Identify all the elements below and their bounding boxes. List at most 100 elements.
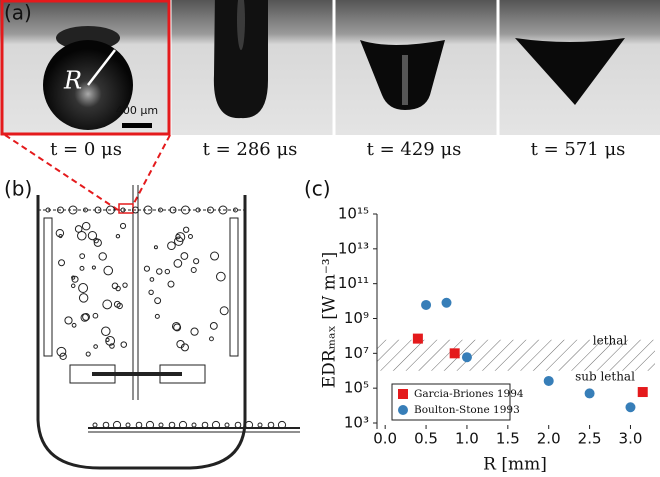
panel-label: (b) — [4, 177, 32, 201]
y-axis-label: EDRₘₐₓ [W m⁻³] — [320, 252, 340, 388]
frame-time: t = 286 μs — [203, 139, 298, 160]
bubble — [158, 422, 164, 428]
bubble — [79, 265, 85, 271]
bubble — [56, 346, 67, 357]
y-tick-label: 10⁵ — [344, 379, 369, 397]
bubble — [154, 313, 160, 319]
bubble — [190, 327, 199, 336]
bubble — [71, 322, 77, 328]
bubble — [218, 205, 228, 215]
bubble — [109, 343, 115, 349]
zoom-line — [4, 134, 119, 211]
bioreactor-diagram — [36, 185, 300, 470]
x-tick-label: 3.0 — [619, 430, 643, 448]
bubble — [216, 271, 226, 282]
scale-bar-label: 400 μm — [116, 104, 158, 117]
bubble — [171, 321, 181, 331]
bubble — [234, 421, 242, 429]
frame-time: t = 429 μs — [367, 139, 462, 160]
bubble — [59, 352, 67, 360]
bubble — [93, 238, 102, 247]
point — [625, 402, 636, 413]
bubble — [78, 283, 89, 294]
bubble — [211, 420, 221, 430]
bubble — [209, 336, 214, 342]
point — [637, 387, 648, 398]
bubble — [158, 207, 163, 213]
bubble — [103, 265, 114, 276]
bubble — [168, 421, 176, 429]
bubble — [233, 207, 238, 213]
bubble — [210, 251, 220, 261]
x-tick-label: 2.5 — [578, 430, 602, 448]
bubble — [180, 252, 189, 260]
x-tick-label: 2.0 — [537, 430, 561, 448]
bubble — [70, 283, 76, 289]
bubble — [267, 421, 275, 429]
bubble — [219, 306, 229, 316]
bubble — [78, 293, 89, 303]
bubble — [174, 236, 184, 246]
bubble — [74, 225, 83, 233]
bubble — [58, 259, 66, 267]
bubble — [120, 207, 126, 213]
bubble — [64, 316, 73, 325]
bubble — [81, 221, 91, 231]
bubble — [169, 206, 177, 214]
bubble — [187, 233, 193, 239]
x-tick-label: 0.5 — [414, 430, 438, 448]
annotation: lethal — [593, 334, 628, 348]
bubble — [201, 421, 209, 429]
bubble — [115, 233, 121, 239]
y-tick-label: 10¹¹ — [338, 274, 369, 292]
bubble — [102, 299, 113, 310]
bubble — [106, 205, 115, 215]
bubble — [71, 275, 76, 280]
bubble — [209, 321, 218, 330]
point — [421, 299, 432, 310]
radius-label: R — [63, 67, 82, 95]
bubble — [45, 207, 51, 213]
panel-label: (a) — [4, 1, 32, 25]
bubble — [82, 312, 90, 321]
bubble — [176, 339, 185, 349]
legend-label: Boulton-Stone 1993 — [414, 404, 520, 416]
bubble — [181, 205, 190, 215]
bubble — [148, 289, 154, 296]
point — [584, 388, 595, 399]
bubble — [93, 344, 98, 349]
bubble — [135, 421, 143, 429]
legend-marker — [398, 389, 408, 399]
bubble — [119, 222, 127, 230]
bubble — [156, 268, 163, 275]
bubble — [68, 205, 78, 215]
bubble — [122, 282, 128, 288]
bubble — [167, 241, 176, 251]
legend-box — [391, 383, 511, 421]
bubble — [193, 258, 200, 265]
bubble — [101, 326, 111, 337]
bubble — [105, 337, 110, 342]
bubble — [116, 302, 123, 310]
bubble — [125, 422, 131, 428]
bubble — [92, 312, 99, 319]
bubble — [120, 341, 128, 348]
y-tick-label: 10³ — [344, 414, 369, 432]
bubble — [91, 265, 96, 270]
y-tick-label: 10¹⁵ — [338, 205, 369, 223]
x-tick-label: 1.0 — [455, 430, 479, 448]
legend-marker — [398, 405, 408, 415]
bubble — [224, 422, 230, 428]
point — [543, 375, 554, 386]
y-tick-label: 10⁹ — [344, 309, 369, 327]
bubble — [111, 282, 119, 290]
bubble — [94, 206, 102, 214]
bubble — [98, 252, 107, 261]
bubble — [92, 422, 98, 428]
bubble — [190, 267, 197, 274]
bubble — [182, 226, 190, 233]
x-axis-label: R [mm] — [483, 455, 547, 475]
point — [461, 352, 472, 363]
frame-time: t = 571 μs — [531, 139, 626, 160]
